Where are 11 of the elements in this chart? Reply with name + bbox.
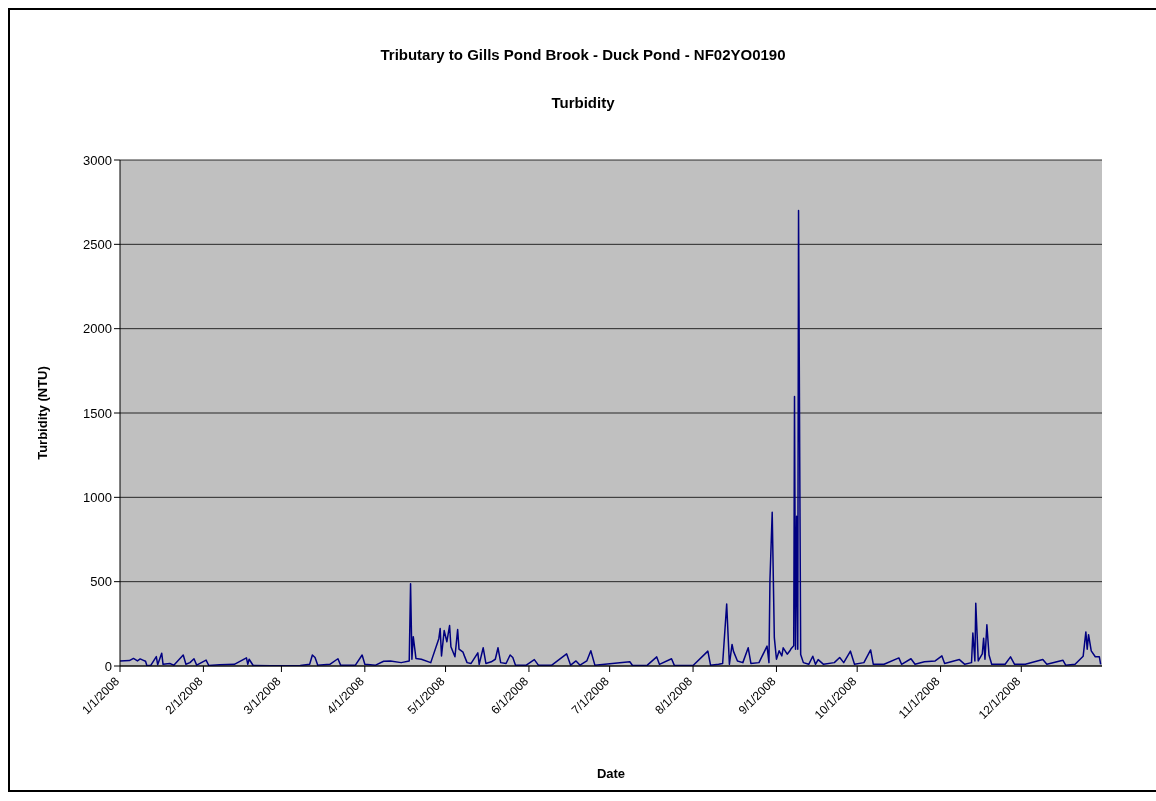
x-axis-title: Date	[596, 766, 626, 781]
y-tick-label: 1500	[83, 405, 112, 421]
y-tick-label: 0	[104, 658, 112, 674]
y-tick-label: 3000	[83, 152, 112, 168]
y-tick-label: 2000	[83, 321, 112, 337]
chart-subtitle: Turbidity	[550, 94, 616, 111]
y-axis-title: Turbidity (NTU)	[34, 366, 50, 460]
y-tick-label: 500	[90, 574, 112, 590]
y-tick-label: 2500	[83, 236, 112, 252]
chart-title: Tributary to Gills Pond Brook - Duck Pond - NF02YO0190	[379, 46, 787, 63]
y-tick-label: 1000	[83, 489, 112, 505]
